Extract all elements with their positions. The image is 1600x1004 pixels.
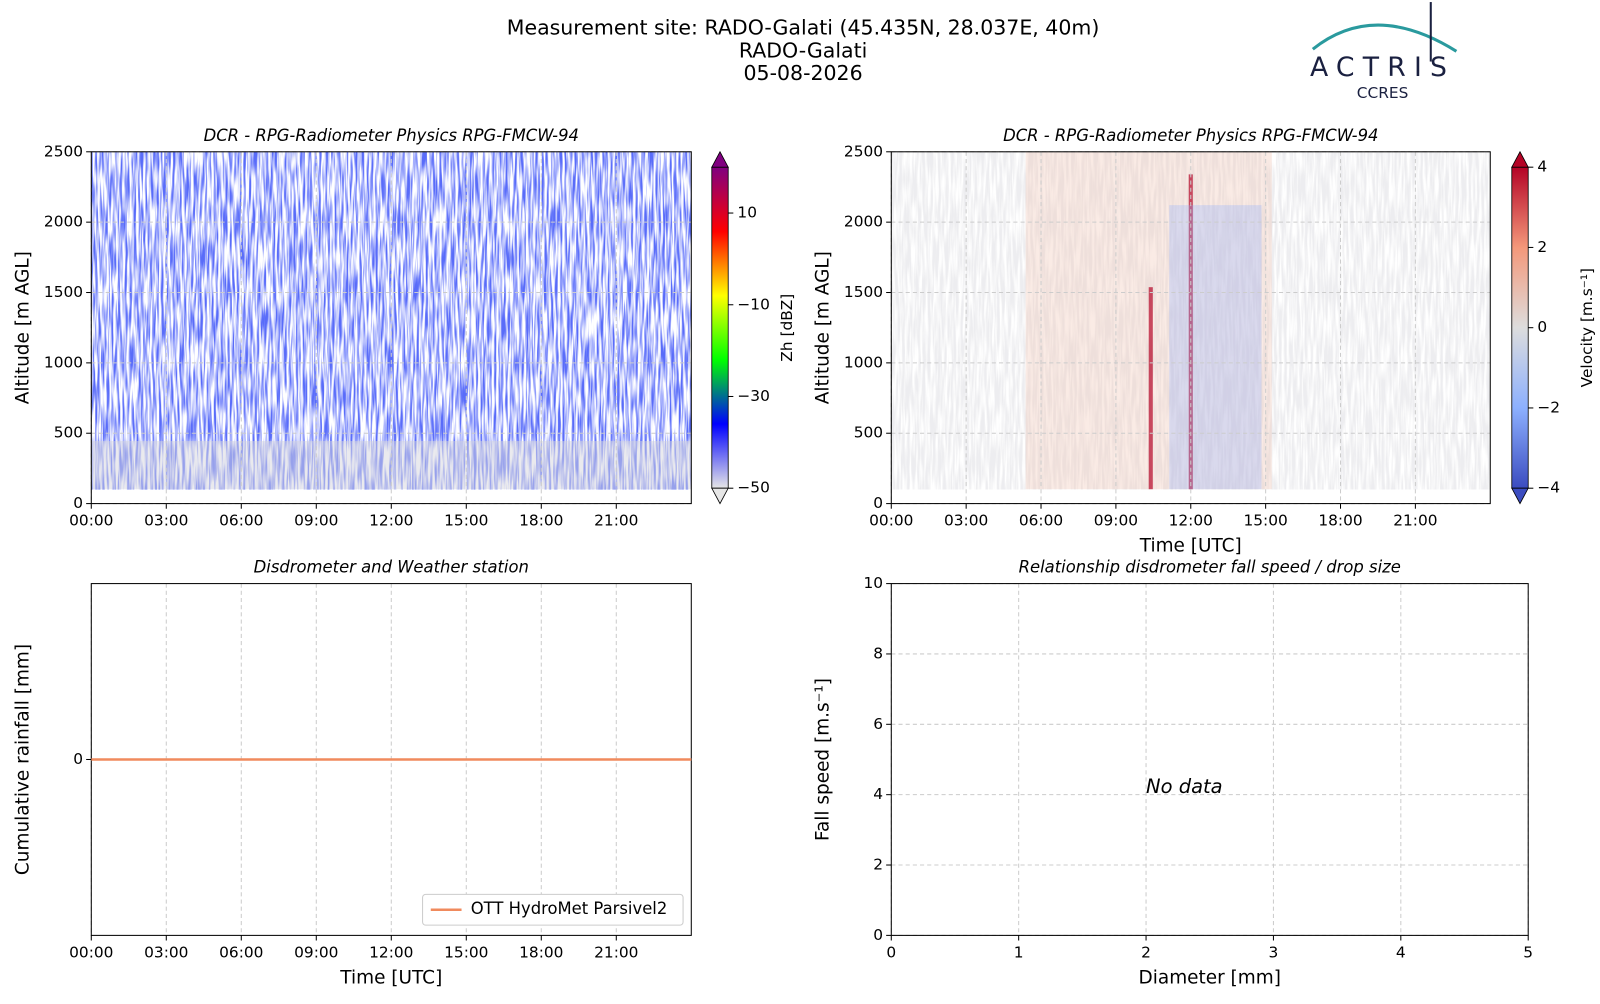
x-tick-label: 00:00 <box>69 943 113 961</box>
colorbar-tick-label: 0 <box>1537 318 1547 336</box>
x-tick-label: 21:00 <box>1393 512 1437 530</box>
y-tick-label: 2500 <box>844 142 883 160</box>
colorbar-label: Zh [dBZ] <box>778 294 796 362</box>
colorbar-tick-label: 4 <box>1537 158 1547 176</box>
logo-text: ACTRIS <box>1310 52 1455 83</box>
y-tick-label: 0 <box>873 926 883 944</box>
y-tick-label: 0 <box>873 494 883 512</box>
x-tick-label: 0 <box>886 943 896 961</box>
y-tick-label: 500 <box>854 424 883 442</box>
colorbar-label: Velocity [m.s⁻¹] <box>1578 268 1596 387</box>
x-tick-label: 18:00 <box>519 943 563 961</box>
y-axis-label: Fall speed [m.s⁻¹] <box>813 678 834 841</box>
suptitle: 05-08-2026 <box>744 61 863 85</box>
x-tick-label: 09:00 <box>1094 512 1138 530</box>
colorbar-extend <box>1511 487 1529 505</box>
y-tick-label: 0 <box>73 494 83 512</box>
y-tick-label: 500 <box>54 424 83 442</box>
y-tick-label: 1500 <box>44 283 83 301</box>
x-tick-label: 12:00 <box>369 943 413 961</box>
axes-frame <box>890 151 1491 505</box>
colorbar-tick-label: −2 <box>1537 398 1560 416</box>
colorbar <box>1511 166 1529 489</box>
x-tick-label: 12:00 <box>369 512 413 530</box>
y-tick-label: 6 <box>873 715 883 733</box>
x-tick-label: 03:00 <box>944 512 988 530</box>
legend-frame <box>422 893 684 926</box>
x-tick-label: 18:00 <box>519 512 563 530</box>
axes-title: DCR - RPG-Radiometer Physics RPG-FMCW-94 <box>1003 126 1378 145</box>
x-tick-label: 09:00 <box>294 943 338 961</box>
colorbar-tick-label: −30 <box>737 387 769 405</box>
colorbar-extend <box>711 487 729 505</box>
x-tick-label: 3 <box>1269 943 1279 961</box>
y-tick-label: 2 <box>873 856 883 874</box>
x-tick-label: 1 <box>1014 943 1024 961</box>
x-tick-label: 18:00 <box>1318 512 1362 530</box>
axes-title: Relationship disdrometer fall speed / dr… <box>1019 558 1401 577</box>
y-tick-label: 0 <box>73 750 83 768</box>
y-axis-label: Altitude [m AGL] <box>813 251 834 404</box>
x-tick-label: 06:00 <box>1019 512 1063 530</box>
suptitle: RADO-Galati <box>739 38 868 62</box>
x-tick-label: 06:00 <box>219 512 263 530</box>
logo: ACTRIS CCRES <box>1310 2 1458 102</box>
y-tick-label: 2500 <box>44 142 83 160</box>
x-axis-label: Diameter [mm] <box>1139 967 1281 988</box>
colorbar-tick-label: −10 <box>737 295 769 313</box>
x-tick-label: 2 <box>1141 943 1151 961</box>
y-tick-label: 1500 <box>844 283 883 301</box>
axes-frame <box>890 583 1529 936</box>
x-tick-label: 21:00 <box>594 512 638 530</box>
x-tick-label: 06:00 <box>219 943 263 961</box>
x-tick-label: 12:00 <box>1169 512 1213 530</box>
x-tick-label: 03:00 <box>144 512 188 530</box>
y-axis-label: Altitude [m AGL] <box>13 251 34 404</box>
colorbar-tick-label: 2 <box>1537 238 1547 256</box>
colorbar-tick-label: −4 <box>1537 479 1560 497</box>
axes-title: Disdrometer and Weather station <box>254 558 529 577</box>
x-tick-label: 00:00 <box>869 512 913 530</box>
x-tick-label: 09:00 <box>294 512 338 530</box>
x-tick-label: 15:00 <box>444 512 488 530</box>
x-axis-label: Time [UTC] <box>1139 536 1242 557</box>
y-tick-label: 1000 <box>844 353 883 371</box>
axes-title: DCR - RPG-Radiometer Physics RPG-FMCW-94 <box>204 126 579 145</box>
logo-sub: CCRES <box>1357 84 1409 102</box>
y-tick-label: 2000 <box>844 213 883 231</box>
colorbar-tick-label: 10 <box>737 204 757 222</box>
colorbar <box>711 166 729 489</box>
y-axis-label: Cumulative rainfall [mm] <box>13 644 34 875</box>
x-tick-label: 15:00 <box>444 943 488 961</box>
x-axis-label: Time [UTC] <box>339 967 442 988</box>
axes-frame <box>90 151 692 505</box>
suptitle: Measurement site: RADO-Galati (45.435N, … <box>507 16 1100 40</box>
y-tick-label: 8 <box>873 644 883 662</box>
y-tick-label: 1000 <box>44 353 83 371</box>
x-tick-label: 03:00 <box>144 943 188 961</box>
x-tick-label: 4 <box>1396 943 1406 961</box>
y-tick-label: 4 <box>873 785 883 803</box>
y-tick-label: 2000 <box>44 213 83 231</box>
x-tick-label: 00:00 <box>69 512 113 530</box>
x-tick-label: 5 <box>1523 943 1533 961</box>
y-tick-label: 10 <box>863 574 883 592</box>
x-tick-label: 15:00 <box>1243 512 1287 530</box>
colorbar-extend <box>1511 150 1529 168</box>
annotation: No data <box>1146 775 1223 798</box>
colorbar-extend <box>711 150 729 168</box>
x-tick-label: 21:00 <box>594 943 638 961</box>
legend-label: OTT HydroMet Parsivel2 <box>471 899 668 918</box>
colorbar-tick-label: −50 <box>737 479 769 497</box>
